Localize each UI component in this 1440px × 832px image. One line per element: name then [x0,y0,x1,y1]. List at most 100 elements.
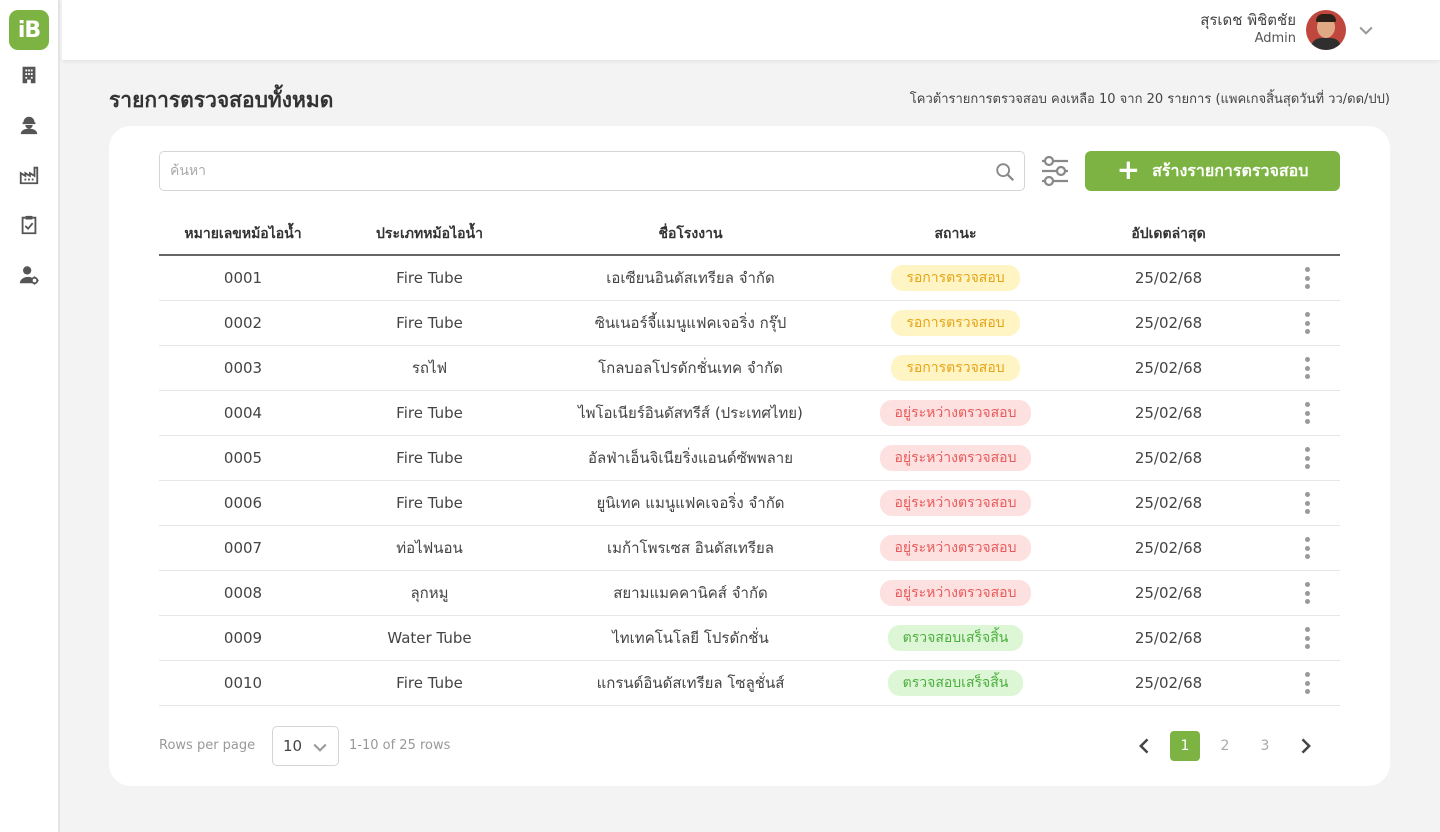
factory-name: เอเซียนอินดัสเทรียล จำกัด [606,269,775,287]
search-input[interactable] [160,152,960,190]
updated-date: 25/02/68 [1134,404,1203,422]
page-number-button[interactable]: 3 [1260,738,1270,754]
table-row[interactable]: 0005 Fire Tube อัลฟ่าเอ็นจิเนียริ่งแอนด์ซั… [159,436,1340,481]
rows-per-page-select[interactable]: 10 [272,726,339,766]
more-vertical-icon[interactable] [1305,357,1311,379]
status-cell: รอการตรวจสอบ [849,355,1062,381]
sidebar-item-user-settings[interactable] [0,250,59,300]
filter-icon[interactable] [1039,154,1071,188]
boiler-type: ลุกหมู [410,584,449,602]
updated-date: 25/02/68 [1134,629,1203,647]
status-badge: รอการตรวจสอบ [891,265,1020,291]
status-cell: รอการตรวจสอบ [849,265,1062,291]
app-logo[interactable]: iB [9,10,49,50]
rows-per-page-value: 10 [283,737,303,755]
table-header: หมายเลขหม้อไอน้ำ ประเภทหม้อไอน้ำ ชื่อโรง… [159,214,1340,256]
table-row[interactable]: 0001 Fire Tube เอเซียนอินดัสเทรียล จำกัด รอ… [159,256,1340,301]
prev-page-button[interactable] [1130,731,1160,761]
updated-date: 25/02/68 [1134,494,1203,512]
more-vertical-icon[interactable] [1305,267,1311,289]
updated-date: 25/02/68 [1134,674,1203,692]
user-menu[interactable]: สุรเดช พิชิตชัย Admin [1140,0,1440,60]
table-row[interactable]: 0004 Fire Tube ไพโอเนียร์อินดัสทรีส์ (ประเ… [159,391,1340,436]
row-actions [1275,402,1340,424]
table-row[interactable]: 0009 Water Tube ไทเทคโนโลยี โปรดักชั่น ตรวจ… [159,616,1340,661]
status-badge: รอการตรวจสอบ [891,310,1020,336]
column-header-boiler-type[interactable]: ประเภทหม้อไอน้ำ [376,226,483,242]
factory-name: ไพโอเนียร์อินดัสทรีส์ (ประเทศไทย) [578,404,803,422]
next-page-button[interactable] [1290,731,1320,761]
updated-date: 25/02/68 [1134,584,1203,602]
search-box [159,151,1025,191]
chevron-down-icon[interactable] [1356,20,1376,40]
column-header-factory[interactable]: ชื่อโรงงาน [658,226,723,242]
boiler-type: รถไฟ [411,359,448,377]
table-row[interactable]: 0007 ท่อไฟนอน เมก้าโพรเซส อินดัสเทรียล อยู่… [159,526,1340,571]
table-row[interactable]: 0006 Fire Tube ยูนิเทค แมนูแฟคเจอริ่ง จำกั… [159,481,1340,526]
row-actions [1275,267,1340,289]
table-body: 0001 Fire Tube เอเซียนอินดัสเทรียล จำกัด รอ… [159,256,1340,706]
boiler-id: 0004 [223,404,263,422]
sidebar-item-workers[interactable] [0,100,59,150]
user-info: สุรเดช พิชิตชัย Admin [1200,10,1296,48]
create-inspection-button[interactable]: + สร้างรายการตรวจสอบ [1085,151,1340,191]
status-badge: ตรวจสอบเสร็จสิ้น [887,670,1024,696]
boiler-type: ท่อไฟนอน [396,539,463,557]
more-vertical-icon[interactable] [1305,582,1311,604]
sidebar-item-factories[interactable] [0,150,59,200]
table-row[interactable]: 0003 รถไฟ โกลบอลโปรดักชั่นเทค จำกัด รอการตร… [159,346,1340,391]
row-actions [1275,492,1340,514]
updated-date: 25/02/68 [1134,359,1203,377]
plus-icon: + [1116,152,1141,186]
avatar[interactable] [1306,10,1346,50]
sidebar-item-inspections[interactable] [0,200,59,250]
user-role: Admin [1254,31,1296,46]
more-vertical-icon[interactable] [1305,672,1311,694]
more-vertical-icon[interactable] [1305,447,1311,469]
status-cell: รอการตรวจสอบ [849,310,1062,336]
factory-name: ซินเนอร์จี้แมนูแฟคเจอริ่ง กรุ๊ป [594,314,787,332]
column-header-status[interactable]: สถานะ [934,226,977,242]
factory-name: ไทเทคโนโลยี โปรดักชั่น [612,629,769,647]
more-vertical-icon[interactable] [1305,402,1311,424]
boiler-type: Fire Tube [396,449,463,467]
updated-date: 25/02/68 [1134,314,1203,332]
inspection-card: + สร้างรายการตรวจสอบ หมายเลขหม้อไอน้ำ ปร… [109,126,1390,786]
boiler-type: Fire Tube [396,404,463,422]
row-actions [1275,312,1340,334]
more-vertical-icon[interactable] [1305,492,1311,514]
search-icon[interactable] [994,161,1016,183]
boiler-id: 0008 [223,584,263,602]
factory-name: เมก้าโพรเซส อินดัสเทรียล [607,539,774,557]
row-range-text: 1-10 of 25 rows [349,738,451,753]
status-cell: อยู่ระหว่างตรวจสอบ [849,580,1062,606]
status-badge: ตรวจสอบเสร็จสิ้น [887,625,1024,651]
boiler-id: 0003 [223,359,263,377]
worker-icon [20,116,38,135]
sidebar-item-buildings[interactable] [0,50,59,100]
table-row[interactable]: 0008 ลุกหมู สยามแมคคานิคส์ จำกัด อยู่ระหว่า… [159,571,1340,616]
row-actions [1275,357,1340,379]
status-cell: อยู่ระหว่างตรวจสอบ [849,535,1062,561]
page-number-button[interactable]: 1 [1170,731,1200,761]
boiler-type: Fire Tube [396,494,463,512]
page-number-button[interactable]: 2 [1220,738,1230,754]
updated-date: 25/02/68 [1134,449,1203,467]
create-inspection-label: สร้างรายการตรวจสอบ [1152,160,1309,180]
boiler-id: 0006 [223,494,263,512]
row-actions [1275,447,1340,469]
table-row[interactable]: 0002 Fire Tube ซินเนอร์จี้แมนูแฟคเจอริ่ง ก… [159,301,1340,346]
status-cell: ตรวจสอบเสร็จสิ้น [849,625,1062,651]
column-header-boiler-id[interactable]: หมายเลขหม้อไอน้ำ [184,226,302,242]
table-footer: Rows per page 10 1-10 of 25 rows 1 2 3 [159,726,1340,766]
table-row[interactable]: 0010 Fire Tube แกรนด์อินดัสเทรียล โซลูชั่น… [159,661,1340,706]
column-header-updated[interactable]: อัปเดตล่าสุด [1131,226,1206,242]
more-vertical-icon[interactable] [1305,627,1311,649]
sidebar: iB [0,0,60,832]
boiler-id: 0009 [223,629,263,647]
factory-name: สยามแมคคานิคส์ จำกัด [613,584,768,602]
status-badge: อยู่ระหว่างตรวจสอบ [879,580,1032,606]
user-settings-icon [19,266,39,285]
more-vertical-icon[interactable] [1305,537,1311,559]
more-vertical-icon[interactable] [1305,312,1311,334]
